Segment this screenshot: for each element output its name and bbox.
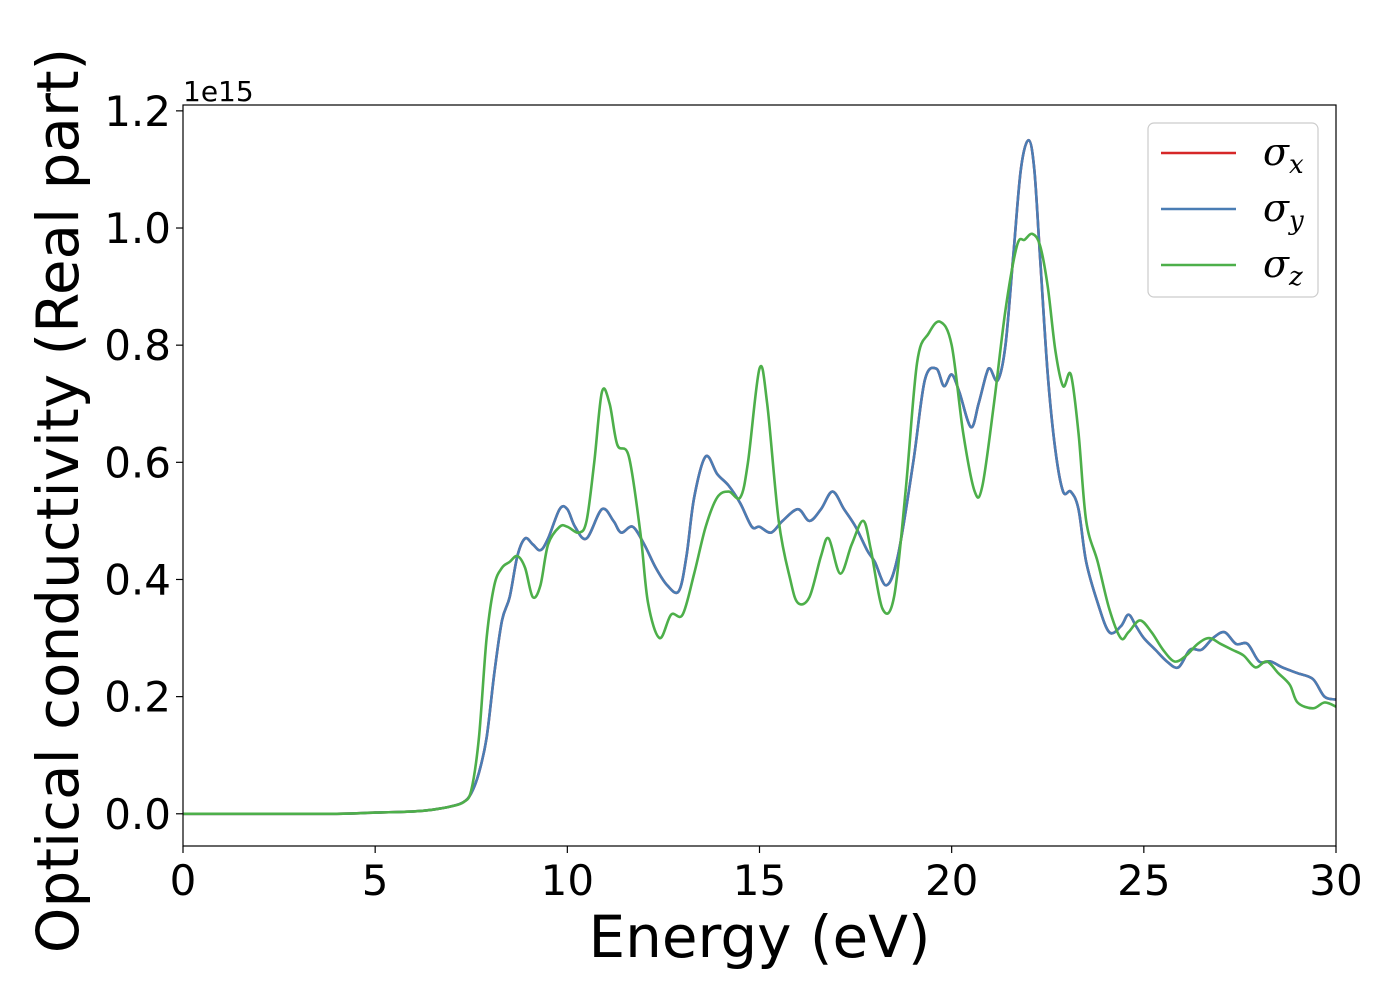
x-tick-label: 5 [362, 856, 389, 905]
legend: σx σy σz [1147, 122, 1319, 298]
legend-label-x: σx [1263, 130, 1304, 180]
y-tick-label: 1.0 [104, 204, 171, 253]
x-tick-label: 20 [925, 856, 978, 905]
y-axis-ticks: 0.0 0.2 0.4 0.6 0.8 1.0 1.2 [104, 87, 183, 839]
x-tick-label: 10 [541, 856, 594, 905]
series-layer [183, 138, 1336, 816]
x-tick-label: 30 [1309, 856, 1362, 905]
y-tick-label: 0.0 [104, 790, 171, 839]
x-tick-label: 15 [733, 856, 786, 905]
legend-label-y: σy [1263, 186, 1304, 236]
y-axis-label: Optical conductivity (Real part) [24, 48, 92, 953]
y-tick-label: 0.6 [104, 438, 171, 487]
y-axis-offset-label: 1e15 [183, 75, 254, 108]
series-line-z [183, 232, 1336, 816]
y-tick-label: 0.4 [104, 555, 171, 604]
x-tick-label: 0 [170, 856, 197, 905]
series-line-y [183, 138, 1336, 816]
y-tick-label: 1.2 [104, 87, 171, 136]
x-axis-ticks: 0 5 10 15 20 25 30 [170, 846, 1363, 905]
x-axis-label: Energy (eV) [588, 903, 930, 971]
y-tick-label: 0.2 [104, 673, 171, 722]
x-tick-label: 25 [1117, 856, 1170, 905]
legend-label-z: σz [1263, 242, 1303, 292]
y-tick-label: 0.8 [104, 321, 171, 370]
